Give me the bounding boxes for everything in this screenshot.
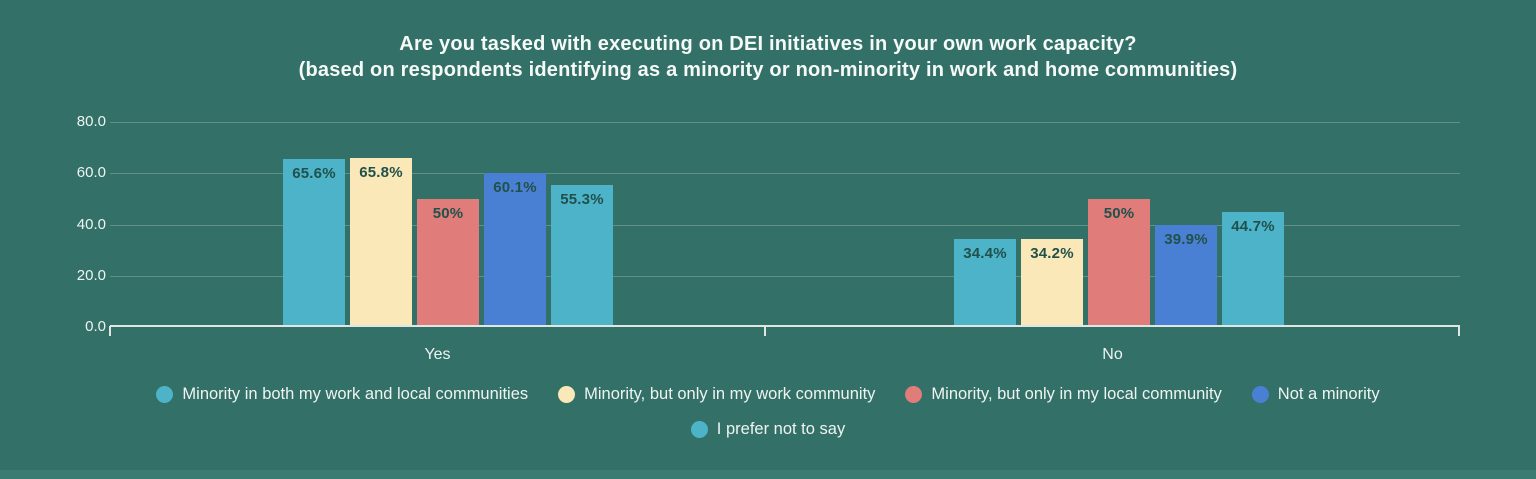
bar-value-label: 55.3% bbox=[560, 191, 604, 209]
legend-row-1: Minority in both my work and local commu… bbox=[0, 384, 1536, 404]
x-axis-tick bbox=[109, 326, 111, 336]
chart-title: Are you tasked with executing on DEI ini… bbox=[0, 31, 1536, 83]
bar-value-label: 65.8% bbox=[359, 164, 403, 182]
legend-swatch-icon bbox=[558, 385, 576, 403]
legend-label: Minority, but only in my local community bbox=[931, 385, 1222, 403]
y-axis-tick-label: 0.0 bbox=[85, 318, 106, 335]
bar: 50% bbox=[417, 198, 479, 327]
bar-value-label: 44.7% bbox=[1231, 218, 1275, 236]
x-axis-line bbox=[110, 325, 1460, 327]
legend-label: Not a minority bbox=[1277, 385, 1380, 403]
chart-title-line1: Are you tasked with executing on DEI ini… bbox=[399, 33, 1137, 55]
bar-value-label: 34.4% bbox=[963, 244, 1007, 262]
bar: 65.8% bbox=[350, 158, 412, 327]
legend-item-3[interactable]: Minority, but only in my local community bbox=[905, 384, 1222, 404]
bar: 39.9% bbox=[1155, 224, 1217, 327]
y-axis-tick-label: 20.0 bbox=[76, 266, 106, 284]
x-axis-tick bbox=[764, 326, 766, 336]
chart-title-line2: (based on respondents identifying as a m… bbox=[298, 59, 1238, 81]
bar: 44.7% bbox=[1222, 212, 1284, 327]
legend-label: I prefer not to say bbox=[716, 420, 846, 438]
bar-value-label: 39.9% bbox=[1164, 230, 1208, 248]
bar-value-label: 50% bbox=[1103, 204, 1135, 222]
y-axis-tick-label: 40.0 bbox=[76, 215, 106, 233]
bar: 34.4% bbox=[954, 238, 1016, 327]
bottom-strip bbox=[0, 470, 1536, 479]
legend-item-1[interactable]: Minority in both my work and local commu… bbox=[156, 384, 528, 404]
gridline-80.0 bbox=[110, 122, 1460, 123]
bar: 34.2% bbox=[1021, 239, 1083, 327]
legend-swatch-icon bbox=[156, 385, 174, 403]
bar: 60.1% bbox=[484, 172, 546, 327]
legend-row-2: I prefer not to say bbox=[0, 419, 1536, 439]
legend-swatch-icon bbox=[905, 385, 923, 403]
bar-value-label: 34.2% bbox=[1030, 245, 1074, 263]
legend-swatch-icon bbox=[690, 420, 708, 438]
legend-item-2[interactable]: Minority, but only in my work community bbox=[558, 384, 875, 404]
x-axis-tick bbox=[1458, 326, 1460, 336]
gridline-40.0 bbox=[110, 224, 1460, 226]
bar-value-label: 60.1% bbox=[493, 178, 537, 196]
legend-swatch-icon bbox=[1251, 385, 1269, 403]
gridline-60.0 bbox=[110, 173, 1460, 175]
y-axis-tick-label: 80.0 bbox=[76, 113, 106, 130]
bar: 50% bbox=[1088, 198, 1150, 327]
legend-item-4[interactable]: Not a minority bbox=[1251, 384, 1380, 404]
legend-item-5[interactable]: I prefer not to say bbox=[690, 419, 846, 439]
category-label-yes: Yes bbox=[424, 346, 451, 363]
legend-label: Minority in both my work and local commu… bbox=[182, 385, 529, 403]
bar-value-label: 50% bbox=[432, 204, 464, 222]
bar: 55.3% bbox=[551, 185, 613, 327]
legend-label: Minority, but only in my work community bbox=[584, 385, 876, 403]
category-label-no: No bbox=[1102, 346, 1123, 363]
y-axis-tick-label: 60.0 bbox=[76, 164, 106, 182]
gridline-20.0 bbox=[110, 275, 1460, 277]
bar-value-label: 65.6% bbox=[292, 164, 336, 182]
bar: 65.6% bbox=[283, 158, 345, 327]
